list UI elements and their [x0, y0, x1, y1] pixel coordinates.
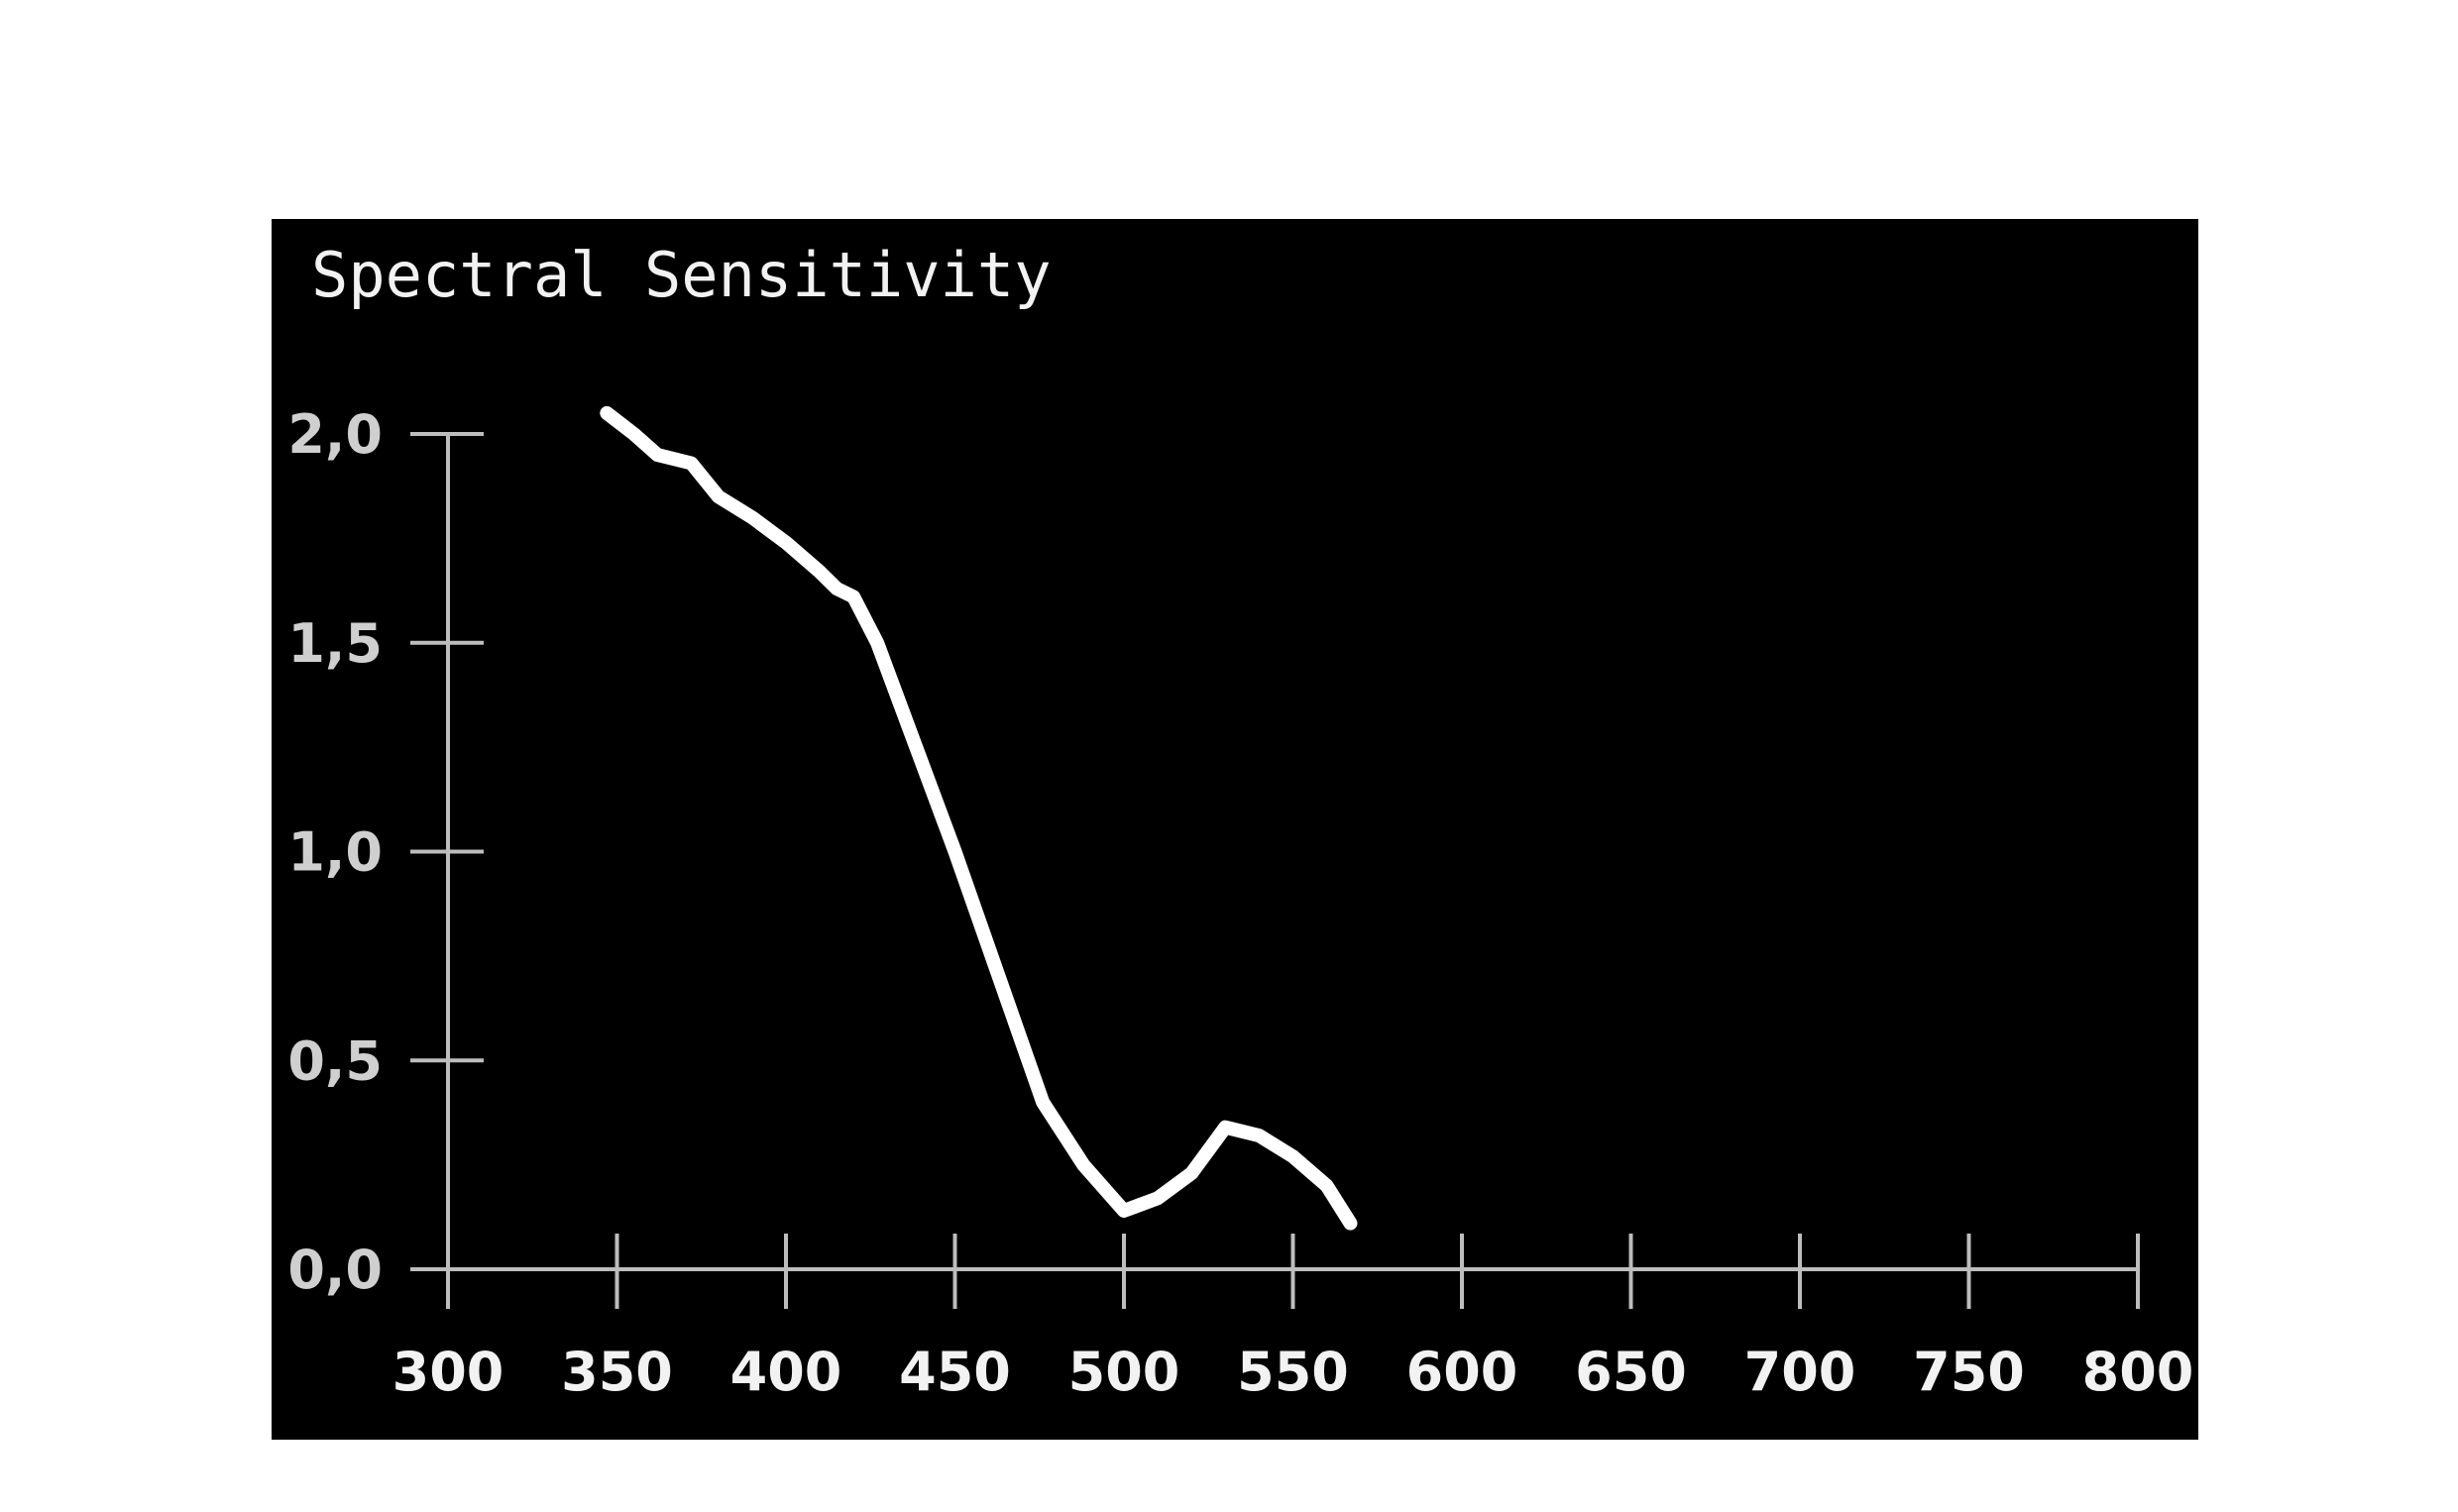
x-tick-label: 700	[1744, 1341, 1856, 1403]
axes	[412, 434, 2138, 1309]
x-tick-label: 300	[392, 1341, 504, 1403]
spectral-sensitivity-chart: Spectral Sensitivity 0,0 0,5 1,0 1,5 2,0 300 3…	[287, 239, 2193, 1403]
y-tick-label: 2,0	[287, 403, 383, 466]
x-tick-label: 550	[1237, 1341, 1349, 1403]
x-tick-label: 800	[2082, 1341, 2194, 1403]
x-tick-label: 350	[561, 1341, 673, 1403]
chart-panel: Spectral Sensitivity 0,0 0,5 1,0 1,5 2,0 300 3…	[272, 219, 2198, 1440]
x-tick-label: 600	[1406, 1341, 1518, 1403]
ticks: 0,0 0,5 1,0 1,5 2,0 300 350 400 450 500 550 600 650 7…	[287, 403, 2193, 1403]
x-tick-label: 650	[1575, 1341, 1687, 1403]
y-tick-label: 1,0	[287, 821, 383, 884]
x-tick-label: 400	[730, 1341, 842, 1403]
x-tick-label: 500	[1068, 1341, 1180, 1403]
x-tick-label: 450	[899, 1341, 1011, 1403]
series-line	[600, 405, 1358, 1231]
y-tick-label: 0,5	[287, 1029, 383, 1092]
y-tick-label: 0,0	[287, 1239, 383, 1301]
chart-title: Spectral Sensitivity	[311, 239, 1052, 311]
y-tick-label: 1,5	[287, 612, 383, 675]
series	[600, 405, 1358, 1231]
x-tick-label: 750	[1913, 1341, 2025, 1403]
